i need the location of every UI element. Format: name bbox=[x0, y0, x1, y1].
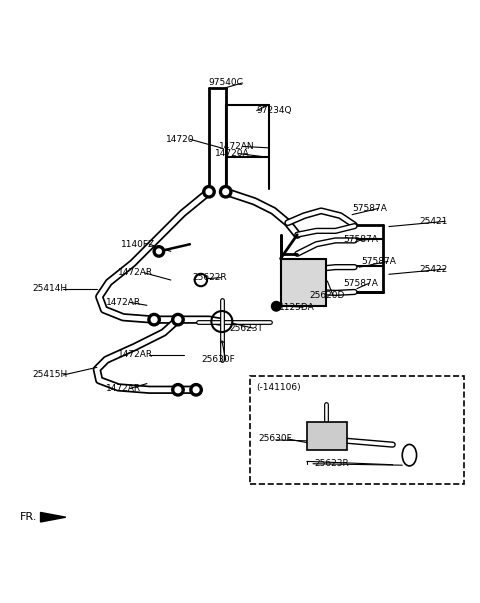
Text: 1472AR: 1472AR bbox=[107, 384, 142, 393]
Text: 25620D: 25620D bbox=[309, 291, 345, 300]
Circle shape bbox=[272, 302, 281, 311]
Text: 25415H: 25415H bbox=[33, 370, 68, 379]
Text: 25422: 25422 bbox=[419, 265, 447, 274]
Bar bbox=[307, 421, 348, 450]
Circle shape bbox=[193, 387, 199, 393]
Circle shape bbox=[203, 186, 215, 198]
Bar bbox=[281, 259, 326, 306]
Circle shape bbox=[172, 314, 184, 326]
Circle shape bbox=[190, 384, 202, 396]
Circle shape bbox=[148, 314, 160, 326]
Text: 57587A: 57587A bbox=[352, 204, 387, 213]
Text: 25414H: 25414H bbox=[33, 284, 68, 293]
Circle shape bbox=[153, 245, 165, 257]
Bar bbox=[250, 376, 464, 484]
Text: 25630F: 25630F bbox=[258, 434, 292, 443]
Text: 1472AN: 1472AN bbox=[218, 142, 254, 151]
Text: 25623R: 25623R bbox=[314, 459, 348, 469]
Circle shape bbox=[172, 384, 184, 396]
Circle shape bbox=[206, 189, 212, 195]
Text: 97234Q: 97234Q bbox=[257, 106, 292, 115]
Circle shape bbox=[151, 317, 157, 323]
Text: 1125DA: 1125DA bbox=[279, 303, 315, 312]
Text: 57587A: 57587A bbox=[362, 257, 396, 266]
Text: 14720: 14720 bbox=[166, 134, 194, 144]
Text: 1472AR: 1472AR bbox=[107, 298, 142, 307]
Text: 1472AR: 1472AR bbox=[118, 350, 154, 359]
Text: 57587A: 57587A bbox=[343, 235, 378, 244]
Text: 97540C: 97540C bbox=[208, 78, 243, 87]
Text: (-141106): (-141106) bbox=[257, 383, 301, 392]
Text: 25622R: 25622R bbox=[192, 273, 227, 282]
Circle shape bbox=[223, 189, 228, 195]
Circle shape bbox=[219, 186, 232, 198]
Text: 14720A: 14720A bbox=[215, 149, 249, 158]
Text: FR.: FR. bbox=[20, 512, 37, 522]
Circle shape bbox=[156, 249, 161, 254]
Text: 57587A: 57587A bbox=[343, 279, 378, 288]
Text: 25421: 25421 bbox=[419, 217, 447, 226]
Text: 25630F: 25630F bbox=[202, 355, 236, 364]
Circle shape bbox=[175, 317, 181, 323]
Circle shape bbox=[175, 387, 181, 393]
Polygon shape bbox=[40, 513, 66, 522]
Text: 1140FZ: 1140FZ bbox=[120, 240, 155, 248]
Text: 25623T: 25623T bbox=[229, 324, 264, 333]
Text: 1472AR: 1472AR bbox=[118, 268, 154, 277]
